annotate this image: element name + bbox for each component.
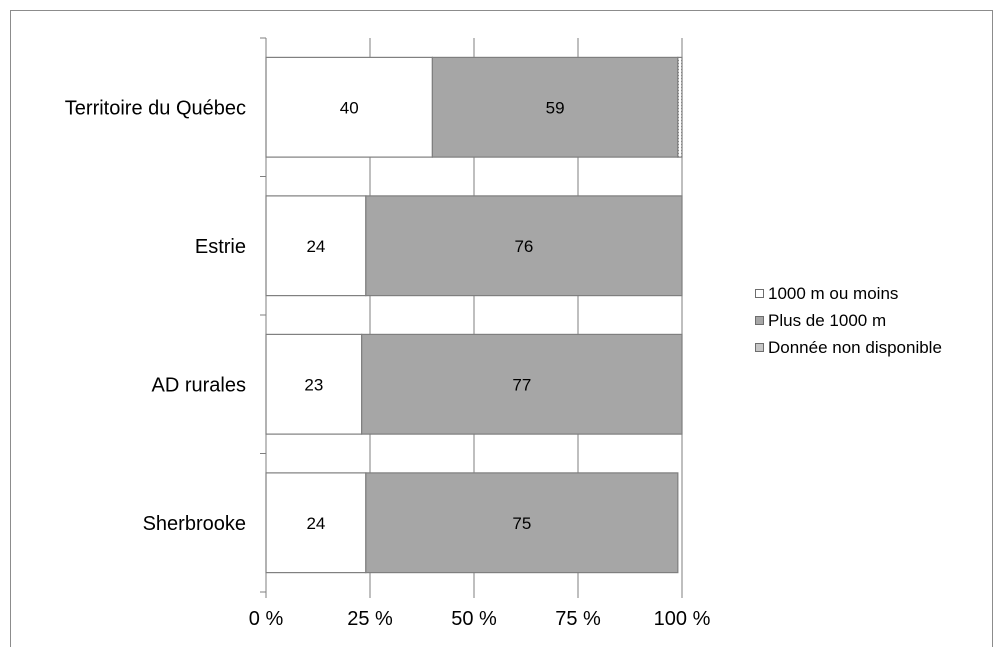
data-label: 77 bbox=[512, 375, 531, 394]
legend-item-1000m-ou-moins: 1000 m ou moins bbox=[755, 280, 942, 307]
category-label: AD rurales bbox=[152, 374, 246, 396]
bar-segment bbox=[365, 195, 683, 297]
legend-label: Plus de 1000 m bbox=[768, 310, 887, 330]
legend-label: 1000 m ou moins bbox=[768, 283, 899, 303]
bar-segment bbox=[431, 56, 679, 158]
x-tick-label: 50 % bbox=[451, 608, 497, 630]
axes bbox=[260, 37, 683, 598]
data-label: 75 bbox=[512, 514, 531, 533]
labels: 0 % 25 % 50 % 75 % 100 % 40 59 Territoire du Qu… bbox=[65, 97, 711, 630]
data-label: 40 bbox=[340, 98, 359, 117]
bar-segment bbox=[365, 472, 679, 574]
data-label: 76 bbox=[514, 237, 533, 256]
x-tick-label: 0 % bbox=[249, 608, 284, 630]
legend-item-plus-de-1000m: Plus de 1000 m bbox=[755, 307, 942, 334]
legend-label: Donnée non disponible bbox=[768, 337, 942, 357]
legend-swatch bbox=[755, 316, 764, 325]
data-label: 24 bbox=[306, 237, 325, 256]
category-label: Estrie bbox=[195, 236, 246, 258]
bars bbox=[265, 56, 683, 574]
data-label: 59 bbox=[546, 98, 565, 117]
legend-item-donnee-non-disponible: Donnée non disponible bbox=[755, 334, 942, 361]
x-tick-label: 25 % bbox=[347, 608, 393, 630]
bar-segment bbox=[361, 333, 683, 435]
legend-swatch bbox=[755, 289, 764, 298]
category-label: Sherbrooke bbox=[143, 513, 246, 535]
legend: 1000 m ou moins Plus de 1000 m Donnée no… bbox=[755, 280, 942, 361]
category-label: Territoire du Québec bbox=[65, 97, 246, 119]
legend-swatch bbox=[755, 343, 764, 352]
x-tick-label: 100 % bbox=[654, 608, 711, 630]
x-tick-label: 75 % bbox=[555, 608, 601, 630]
bar-segment bbox=[677, 56, 683, 158]
data-label: 23 bbox=[304, 375, 323, 394]
data-label: 24 bbox=[306, 514, 325, 533]
